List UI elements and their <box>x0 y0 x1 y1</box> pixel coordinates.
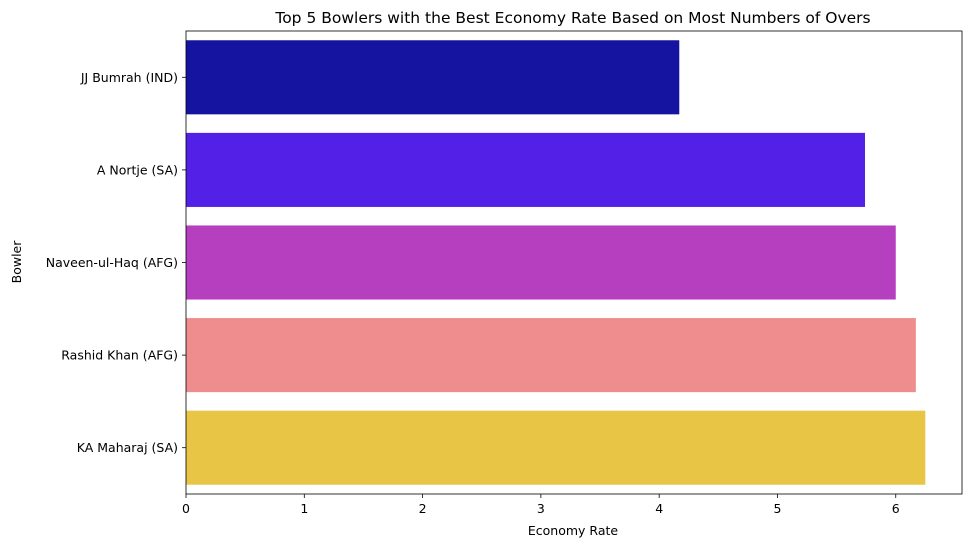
x-tick-label: 1 <box>300 501 308 516</box>
x-axis: 0 1 2 3 4 5 6 <box>182 494 900 516</box>
y-tick-label: Naveen-ul-Haq (AFG) <box>46 255 178 270</box>
x-tick-label: 3 <box>537 501 545 516</box>
bar-4 <box>186 318 916 393</box>
x-tick-label: 2 <box>419 501 427 516</box>
y-axis: JJ Bumrah (IND) A Nortje (SA) Naveen-ul-Ha… <box>46 70 186 455</box>
y-tick-label: KA Maharaj (SA) <box>77 440 178 455</box>
bar-2 <box>186 132 865 207</box>
bar-3 <box>186 225 896 300</box>
y-tick-label: A Nortje (SA) <box>97 162 178 177</box>
x-axis-label: Economy Rate <box>528 523 619 538</box>
x-tick-label: 6 <box>892 501 900 516</box>
bar-5 <box>186 410 926 485</box>
bars-group <box>186 40 926 485</box>
y-tick-label: JJ Bumrah (IND) <box>80 70 178 85</box>
y-tick-label: Rashid Khan (AFG) <box>61 348 178 363</box>
bar-1 <box>186 40 680 115</box>
y-axis-label: Bowler <box>9 240 24 284</box>
x-tick-label: 4 <box>655 501 663 516</box>
x-tick-label: 5 <box>773 501 781 516</box>
chart-title: Top 5 Bowlers with the Best Economy Rate… <box>274 9 870 27</box>
x-tick-label: 0 <box>182 501 190 516</box>
